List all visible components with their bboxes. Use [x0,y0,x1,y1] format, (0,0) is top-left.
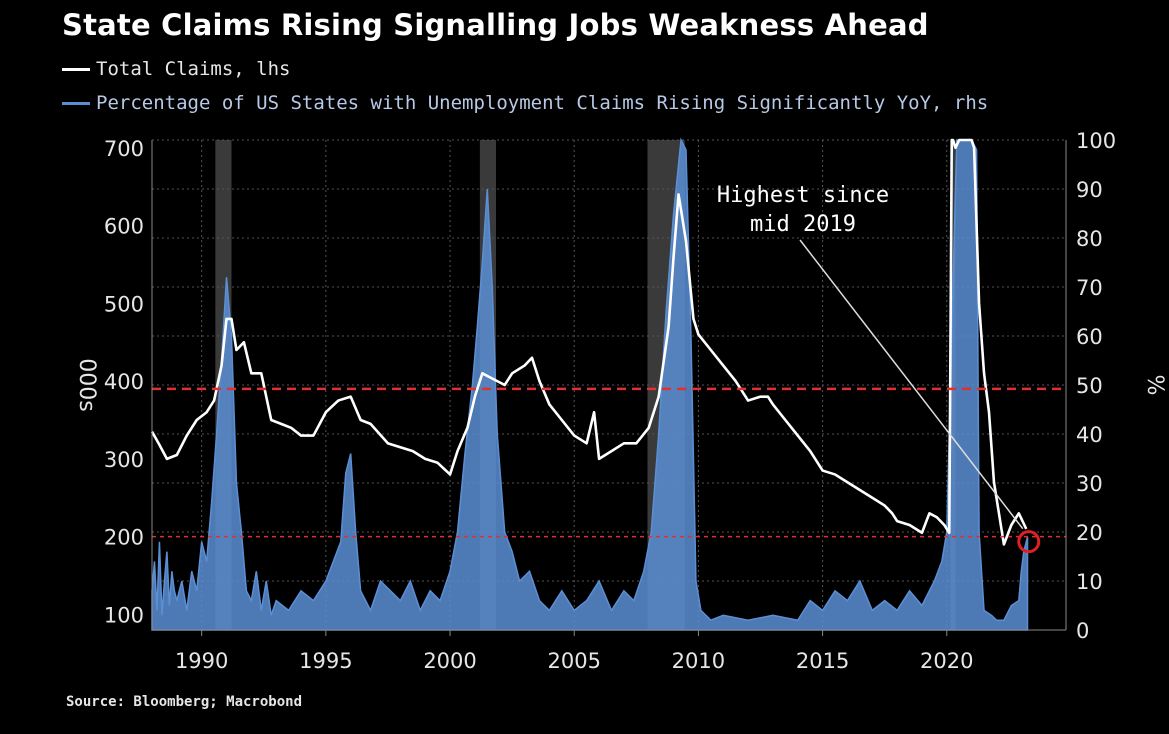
y-tick-right-60: 60 [1076,325,1103,349]
chart-title: State Claims Rising Signalling Jobs Weak… [62,8,929,42]
y-tick-left-500: 500 [104,292,144,316]
y-tick-right-10: 10 [1076,570,1103,594]
y-tick-right-80: 80 [1076,227,1103,251]
annotation-pointer [799,239,1024,530]
y-tick-right-90: 90 [1076,178,1103,202]
y-tick-right-50: 50 [1076,374,1103,398]
x-tick-2020: 2020 [920,649,973,673]
y-tick-right-100: 100 [1076,129,1116,153]
x-tick-2005: 2005 [548,649,601,673]
y-tick-left-700: 700 [104,137,144,161]
y-tick-right-20: 20 [1076,521,1103,545]
legend-swatch-blue-icon [62,101,90,105]
legend-label-pct-states: Percentage of US States with Unemploymen… [96,92,989,114]
x-tick-2010: 2010 [672,649,725,673]
y-tick-left-200: 200 [104,526,144,550]
y-tick-right-70: 70 [1076,276,1103,300]
legend-swatch-white-icon [62,67,90,71]
y-tick-left-400: 400 [104,370,144,394]
x-tick-1995: 1995 [299,649,352,673]
x-tick-2000: 2000 [423,649,476,673]
y-tick-left-600: 600 [104,215,144,239]
y-tick-left-300: 300 [104,448,144,472]
x-tick-2015: 2015 [796,649,849,673]
annotation-highlight-circle [1017,530,1041,554]
legend-item-pct-states: Percentage of US States with Unemploymen… [62,92,988,114]
y-axis-label-right: % [1142,375,1167,396]
x-tick-1990: 1990 [175,649,228,673]
series-pct-states-area [151,137,1029,631]
legend-item-total-claims: Total Claims, lhs [62,58,290,80]
y-axis-label-left: 000s [74,358,99,411]
annotation-line-1: Highest since [717,183,889,208]
y-tick-left-100: 100 [104,603,144,627]
y-tick-right-40: 40 [1076,423,1103,447]
y-tick-right-30: 30 [1076,472,1103,496]
annotation-line-2: mid 2019 [750,212,856,237]
y-tick-right-0: 0 [1076,619,1089,643]
source-note: Source: Bloomberg; Macrobond [66,694,303,710]
legend-label-total-claims: Total Claims, lhs [96,58,291,80]
series-total-claims-line [150,138,1028,546]
